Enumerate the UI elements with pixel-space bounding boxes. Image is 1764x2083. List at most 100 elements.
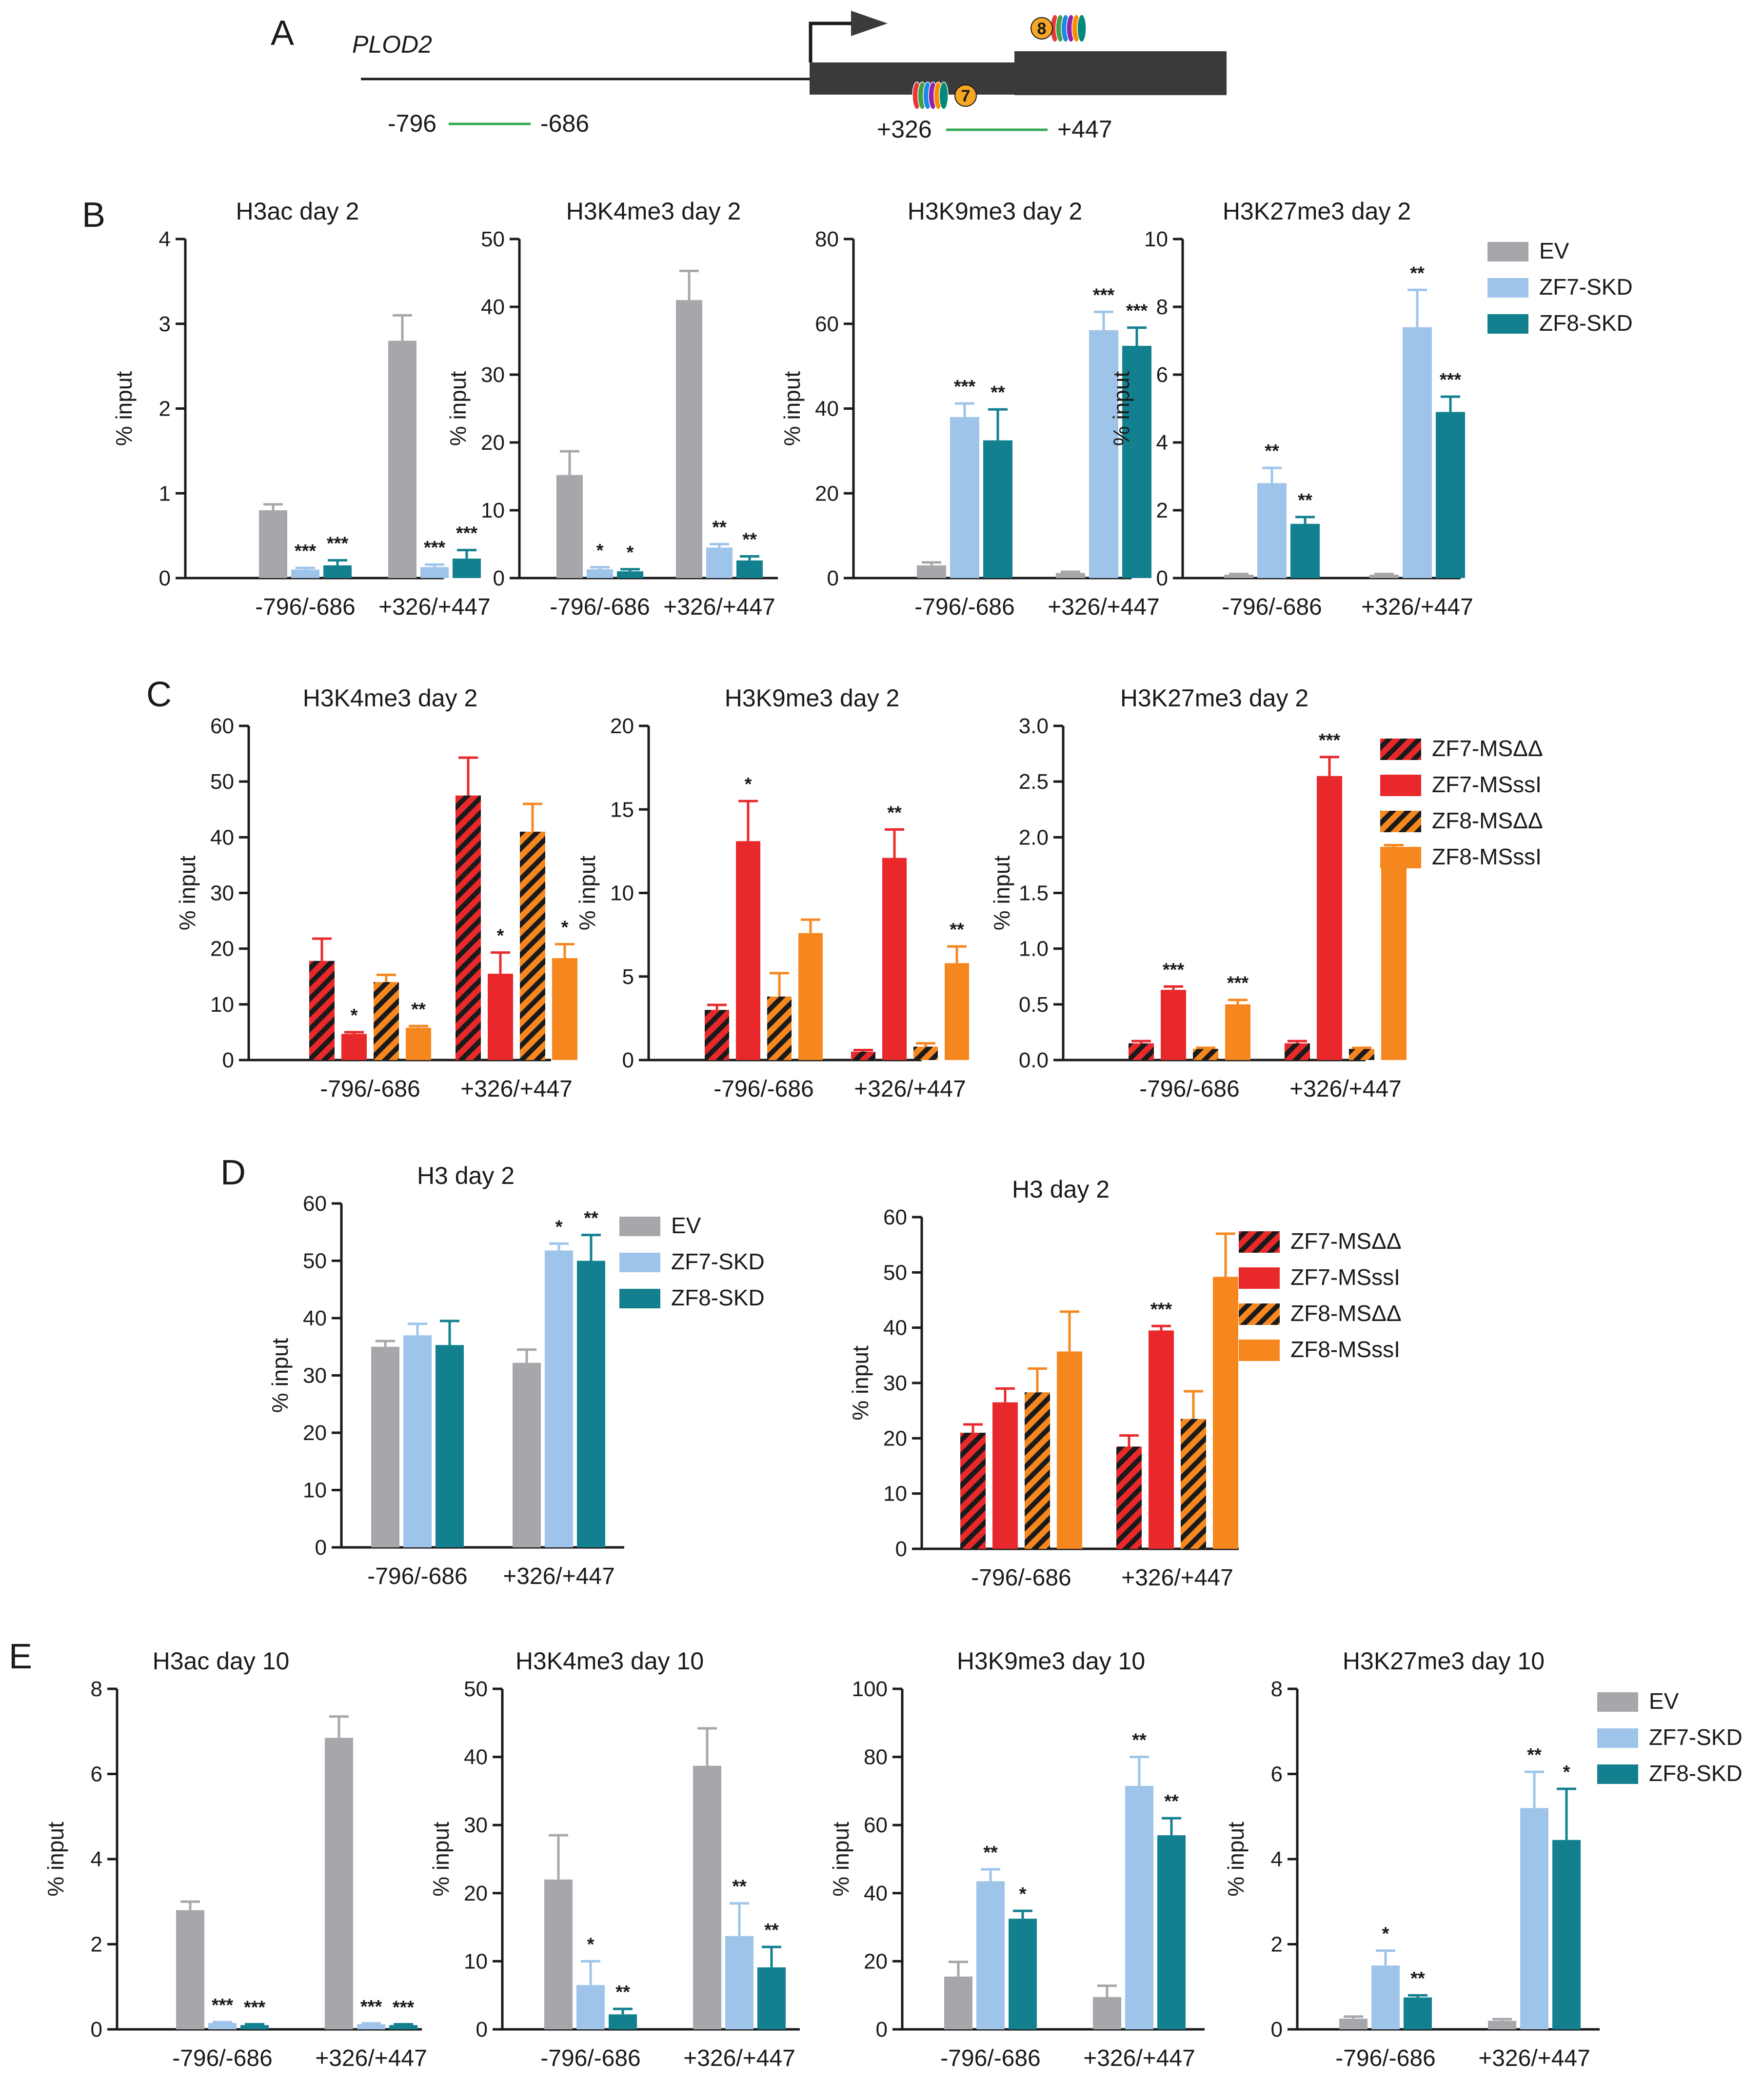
y-tick-label: 0: [1271, 2018, 1283, 2042]
y-tick-label: 40: [210, 825, 234, 849]
bar-zf7-skd: [1125, 1785, 1153, 2029]
y-tick-label: 50: [464, 1677, 488, 1701]
y-tick-label: 4: [1156, 431, 1168, 455]
bar-ev: [1224, 575, 1253, 578]
x-category-label: +326/+447: [1083, 2045, 1195, 2071]
legend-label: ZF7-SKD: [1649, 1724, 1743, 1750]
y-tick-label: 4: [1271, 1847, 1283, 1871]
y-tick-label: 20: [464, 1882, 488, 1905]
x-category-label: -796/-686: [255, 594, 355, 620]
significance-label: **: [991, 382, 1005, 403]
legend-label: ZF8-SKD: [1649, 1761, 1743, 1786]
chart-h3k9me3-day2-ms: H3K9me3 day 2 % input 0 5 10 15 20 -796/-686 * +3…: [575, 684, 969, 1102]
bar-ev: [917, 565, 946, 578]
bar-ev: [371, 1346, 399, 1547]
motif-number: 7: [961, 87, 971, 105]
significance-label: **: [584, 1208, 598, 1229]
legend-swatch-ev: [1597, 1692, 1638, 1712]
legend-swatch-zf7-ms: [1239, 1231, 1280, 1253]
y-tick-label: 8: [1271, 1677, 1283, 1701]
chart-title: H3K4me3 day 2: [566, 198, 741, 225]
y-tick-label: 6: [1271, 1763, 1283, 1786]
y-tick-label: 30: [481, 363, 505, 387]
legend-swatch-zf7-skd: [1487, 278, 1528, 298]
bar-zf8-msssi: [406, 1027, 431, 1060]
bar-zf7-msssi: [488, 974, 513, 1060]
x-category-label: -796/-686: [714, 1076, 813, 1102]
y-tick-label: 0: [315, 1536, 327, 1560]
significance-label: *: [1019, 1884, 1027, 1904]
bar-zf7-ms: [705, 1010, 729, 1060]
bar-ev: [325, 1738, 353, 2029]
y-axis-label: % input: [175, 856, 200, 931]
bar-ev: [544, 1879, 573, 2029]
bar-zf7-skd: [587, 569, 613, 578]
x-category-label: -796/-686: [540, 2045, 640, 2071]
chart-h3k4me3-day2-ms: H3K4me3 day 2 % input 0 10 20 30 40 50 60 -796/-6…: [175, 684, 577, 1102]
bar-zf7-msssi: [1317, 776, 1342, 1060]
bar-ev: [944, 1976, 972, 2029]
y-axis-label: % input: [575, 856, 600, 931]
legend-skd-e: EV ZF7-SKD ZF8-SKD: [1597, 1688, 1743, 1786]
bar-ev: [1339, 2019, 1368, 2029]
significance-label: ***: [424, 538, 446, 558]
legend-swatch-ev: [1487, 242, 1528, 261]
bar-zf8-msssi: [1225, 1004, 1250, 1060]
y-tick-label: 5: [622, 965, 634, 989]
bar-zf8-ms: [767, 996, 792, 1060]
bar-zf7-msssi: [736, 841, 760, 1060]
bar-zf8-skd: [617, 571, 643, 578]
y-tick-label: 2.0: [1019, 825, 1049, 849]
x-category-label: +326/+447: [1289, 1076, 1402, 1102]
significance-label: **: [732, 1877, 747, 1897]
x-category-label: +326/+447: [1361, 594, 1473, 620]
gene-diagram: PLOD2 8 7 -796 -686 +326 +447: [352, 11, 1227, 143]
legend-label: ZF7-MSssI: [1432, 772, 1542, 797]
bar-zf7-skd: [706, 547, 733, 578]
y-tick-label: 3: [159, 312, 171, 336]
chart-title: H3ac day 10: [153, 1647, 290, 1675]
y-tick-label: 40: [303, 1306, 327, 1330]
bar-zf7-skd: [1257, 483, 1287, 578]
bar-zf7-msssi: [1149, 1330, 1174, 1549]
significance-label: **: [742, 530, 757, 550]
x-category-label: -796/-686: [550, 594, 650, 620]
y-tick-label: 4: [159, 227, 171, 251]
bar-zf7-msssi: [882, 858, 907, 1060]
bar-zf7-ms: [1285, 1043, 1310, 1060]
y-tick-label: 50: [883, 1261, 907, 1284]
chart-h3ac-day10: H3ac day 10 % input 0 2 4 6 8 -796/-686 *** *** +3…: [43, 1647, 427, 2071]
legend-swatch-zf7-skd: [619, 1253, 660, 1272]
x-category-label: +326/+447: [1121, 1565, 1233, 1591]
legend-swatch-zf7-msssi: [1239, 1267, 1280, 1289]
y-tick-label: 60: [864, 1813, 888, 1837]
bar-zf8-skd: [577, 1261, 605, 1547]
significance-label: ***: [1150, 1299, 1172, 1320]
bar-zf8-ms: [1349, 1049, 1374, 1060]
bar-zf8-skd: [1122, 345, 1151, 578]
amplicon1-start: -796: [388, 110, 436, 137]
tss-arrow-stem: [809, 21, 858, 62]
significance-label: ***: [1227, 973, 1249, 994]
y-tick-label: 0: [493, 566, 505, 590]
legend-label: EV: [1649, 1688, 1679, 1714]
y-tick-label: 20: [303, 1421, 327, 1445]
significance-label: **: [1265, 441, 1279, 461]
significance-label: *: [596, 541, 604, 561]
bar-zf8-skd: [983, 440, 1012, 578]
legend-swatch-zf7-skd: [1597, 1728, 1638, 1748]
bar-zf7-skd: [1403, 327, 1432, 578]
y-tick-label: 1: [159, 481, 171, 505]
amplicon1-end: -686: [540, 110, 589, 137]
y-tick-label: 40: [883, 1316, 907, 1340]
y-tick-label: 60: [815, 312, 839, 336]
significance-label: **: [950, 920, 964, 940]
y-tick-label: 20: [481, 431, 505, 455]
significance-label: **: [1410, 263, 1425, 283]
amplicon2-start: +326: [877, 116, 932, 143]
x-category-label: +326/+447: [503, 1563, 615, 1589]
significance-label: **: [1527, 1745, 1542, 1765]
chart-h3k4me3-day2: H3K4me3 day 2 % input 0 10 20 30 40 50 -796/-686…: [445, 198, 778, 620]
bar-zf8-ms: [520, 831, 545, 1060]
